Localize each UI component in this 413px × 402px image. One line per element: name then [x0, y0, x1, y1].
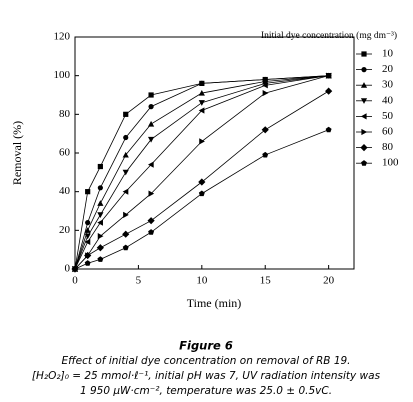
series-line: [74, 75, 329, 270]
data-point: [199, 138, 205, 145]
x-tick-label: 15: [260, 275, 272, 287]
y-tick-label: 20: [59, 224, 71, 236]
y-tick-label: 100: [54, 69, 71, 81]
y-axis-label: Removal (%): [10, 121, 24, 185]
data-point: [262, 82, 268, 89]
data-point: [122, 244, 129, 251]
series-line: [74, 75, 329, 270]
data-point: [84, 238, 91, 246]
series-line: [74, 75, 329, 270]
data-point: [198, 100, 205, 106]
legend-label: 40: [382, 94, 394, 106]
data-point: [97, 163, 103, 170]
data-point: [198, 178, 206, 186]
data-point: [97, 185, 103, 191]
data-point: [96, 244, 104, 252]
data-point: [122, 230, 130, 238]
legend-label: 50: [382, 110, 394, 122]
legend-marker: [361, 51, 367, 57]
data-point: [198, 190, 205, 197]
x-tick-label: 20: [323, 275, 335, 287]
data-point: [199, 80, 205, 86]
data-point: [147, 161, 154, 168]
data-point: [262, 89, 269, 97]
data-point: [123, 111, 129, 117]
legend-marker: [360, 98, 368, 104]
data-point: [97, 233, 104, 240]
data-point: [148, 104, 154, 110]
x-tick-label: 5: [136, 275, 142, 287]
data-point: [97, 219, 103, 226]
data-point: [198, 107, 205, 114]
data-point: [97, 212, 104, 218]
legend-label: 10: [382, 48, 394, 60]
legend-label: 80: [382, 141, 394, 153]
data-point: [325, 87, 333, 95]
x-axis-label: Time (min): [187, 296, 242, 310]
legend-label: 30: [382, 79, 394, 91]
legend-marker: [361, 67, 367, 73]
x-tick-label: 10: [196, 275, 208, 287]
data-point: [148, 229, 155, 235]
y-tick-label: 40: [59, 185, 71, 197]
data-point: [123, 211, 129, 218]
legend-marker: [360, 113, 367, 120]
legend-label: 100: [382, 157, 399, 169]
data-point: [72, 265, 78, 272]
legend-marker: [360, 82, 368, 88]
legend-marker: [361, 128, 368, 136]
data-point: [122, 169, 129, 176]
legend-marker: [361, 160, 367, 166]
y-tick-label: 0: [65, 263, 71, 275]
legend-marker: [360, 144, 368, 152]
data-point: [326, 72, 332, 79]
plot-frame: [74, 36, 355, 270]
y-tick-label: 120: [54, 31, 71, 43]
caption-line: Effect of initial dye concentration on r…: [61, 355, 350, 367]
data-point: [122, 151, 129, 158]
data-point: [147, 120, 155, 127]
legend-label: 20: [382, 63, 394, 75]
data-point: [148, 190, 155, 197]
data-point: [84, 251, 92, 260]
data-point: [148, 92, 154, 98]
caption-line: 1 950 µW·cm⁻², temperature was 25.0 ± 0.…: [80, 385, 332, 397]
data-point: [84, 233, 91, 240]
data-point: [84, 260, 91, 266]
data-point: [97, 200, 104, 206]
series-line: [74, 75, 329, 270]
series-line: [74, 75, 329, 270]
series-line: [74, 129, 329, 270]
data-point: [97, 256, 104, 262]
x-tick-label: 0: [72, 275, 78, 287]
data-point: [84, 227, 91, 233]
data-point: [262, 151, 269, 158]
data-point: [325, 126, 332, 133]
data-point: [123, 134, 129, 141]
legend-title: Initial dye concentration (mg dm⁻³): [261, 30, 397, 41]
data-point: [198, 89, 205, 96]
legend-label: 60: [382, 126, 394, 138]
data-point: [147, 136, 155, 143]
y-tick-label: 80: [59, 108, 71, 120]
data-point: [122, 188, 129, 195]
data-point: [85, 189, 91, 195]
caption-line: [H₂O₂]₀ = 25 mmol·ℓ⁻¹, initial pH was 7,…: [32, 370, 381, 382]
y-tick-label: 60: [59, 147, 71, 159]
data-point: [147, 217, 155, 225]
data-point: [261, 126, 269, 134]
data-point: [85, 220, 91, 226]
figure-label: Figure 6: [179, 339, 233, 353]
